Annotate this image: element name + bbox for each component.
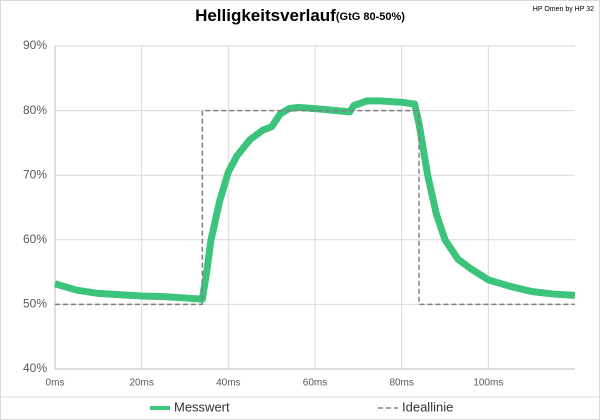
y-tick-label: 40% — [23, 361, 47, 375]
series-line — [55, 109, 575, 306]
title: Helligkeitsverlauf — [195, 6, 336, 25]
x-tick-label: 40ms — [216, 378, 240, 389]
chart-title: Helligkeitsverlauf(GtG 80-50%) — [195, 6, 405, 25]
y-tick-label: 70% — [23, 167, 47, 181]
x-tick-label: 0ms — [46, 378, 65, 389]
x-tick-label: 80ms — [389, 378, 413, 389]
series-line — [53, 97, 576, 303]
y-tick-label: 60% — [23, 232, 47, 246]
x-tick-label: 20ms — [129, 378, 153, 389]
legend-label: Messwert — [174, 399, 230, 414]
subtitle: (GtG 80-50%) — [336, 11, 405, 23]
x-tick-label: 100ms — [473, 378, 503, 389]
annotation: HP Omen by HP 32 — [533, 6, 594, 13]
x-tick-label: 60ms — [303, 378, 327, 389]
y-tick-label: 80% — [23, 103, 47, 117]
y-tick-label: 90% — [23, 38, 47, 52]
legend-label: Ideallinie — [402, 399, 453, 414]
y-tick-label: 50% — [23, 297, 47, 311]
